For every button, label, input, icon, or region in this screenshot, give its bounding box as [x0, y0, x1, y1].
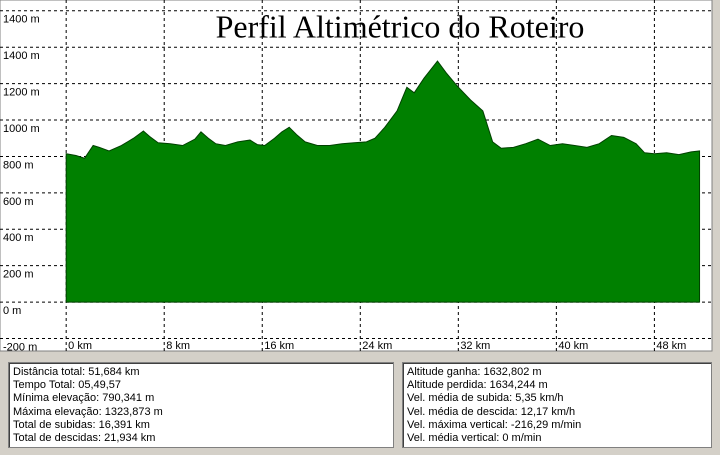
y-tick-label: -200 m	[3, 341, 37, 352]
stat-line: Máxima elevação: 1323,873 m	[13, 405, 163, 418]
y-tick-label: 600 m	[3, 196, 34, 208]
stat-line: Tempo Total: 05,49,57	[13, 379, 122, 392]
y-tick-label: 800 m	[3, 159, 34, 171]
x-tick-label: 40 km	[558, 340, 588, 352]
y-tick-label: 1400 m	[3, 14, 40, 26]
x-tick-label: 0 km	[68, 340, 92, 352]
y-tick-label: 1000 m	[3, 123, 40, 135]
stat-line: Vel. média de descida: 12,17 km/h	[407, 405, 576, 418]
y-tick-label: 1400 m	[3, 50, 40, 62]
stat-line: Total de descidas: 21,934 km	[13, 432, 156, 445]
stat-line: Vel. média vertical: 0 m/min	[407, 432, 542, 445]
stat-line: Distância total: 51,684 km	[13, 366, 140, 378]
stat-line: Vel. média de subida: 5,35 km/h	[407, 392, 564, 405]
stats-right: Altitude ganha: 1632,802 m Altitude perdi…	[402, 362, 712, 448]
y-tick-label: 1200 m	[3, 87, 40, 99]
x-tick-label: 48 km	[656, 340, 686, 352]
elevation-area	[65, 60, 701, 303]
stat-line: Vel. máxima vertical: -216,29 m/min	[407, 418, 582, 431]
x-tick-label: 24 km	[362, 340, 392, 352]
stat-line: Altitude ganha: 1632,802 m	[407, 366, 542, 378]
y-tick-label: 400 m	[3, 232, 34, 244]
y-tick-label: 200 m	[3, 269, 34, 281]
stat-line: Mínima elevação: 790,341 m	[13, 392, 155, 405]
x-tick-label: 32 km	[460, 340, 490, 352]
stats-left: Distância total: 51,684 km Tempo Total: 0…	[8, 362, 394, 448]
stat-line: Altitude perdida: 1634,244 m	[407, 379, 548, 392]
y-tick-label: 0 m	[3, 305, 21, 317]
chart-title: Perfil Altimétrico do Roteiro	[216, 8, 585, 44]
x-tick-label: 8 km	[166, 340, 190, 352]
chart: -200 m 0 m 200 m 400 m 600 m 800 m 1000 m 1200 …	[0, 0, 713, 352]
x-tick-label: 16 km	[264, 340, 294, 352]
stat-line: Total de subidas: 16,391 km	[13, 418, 150, 431]
